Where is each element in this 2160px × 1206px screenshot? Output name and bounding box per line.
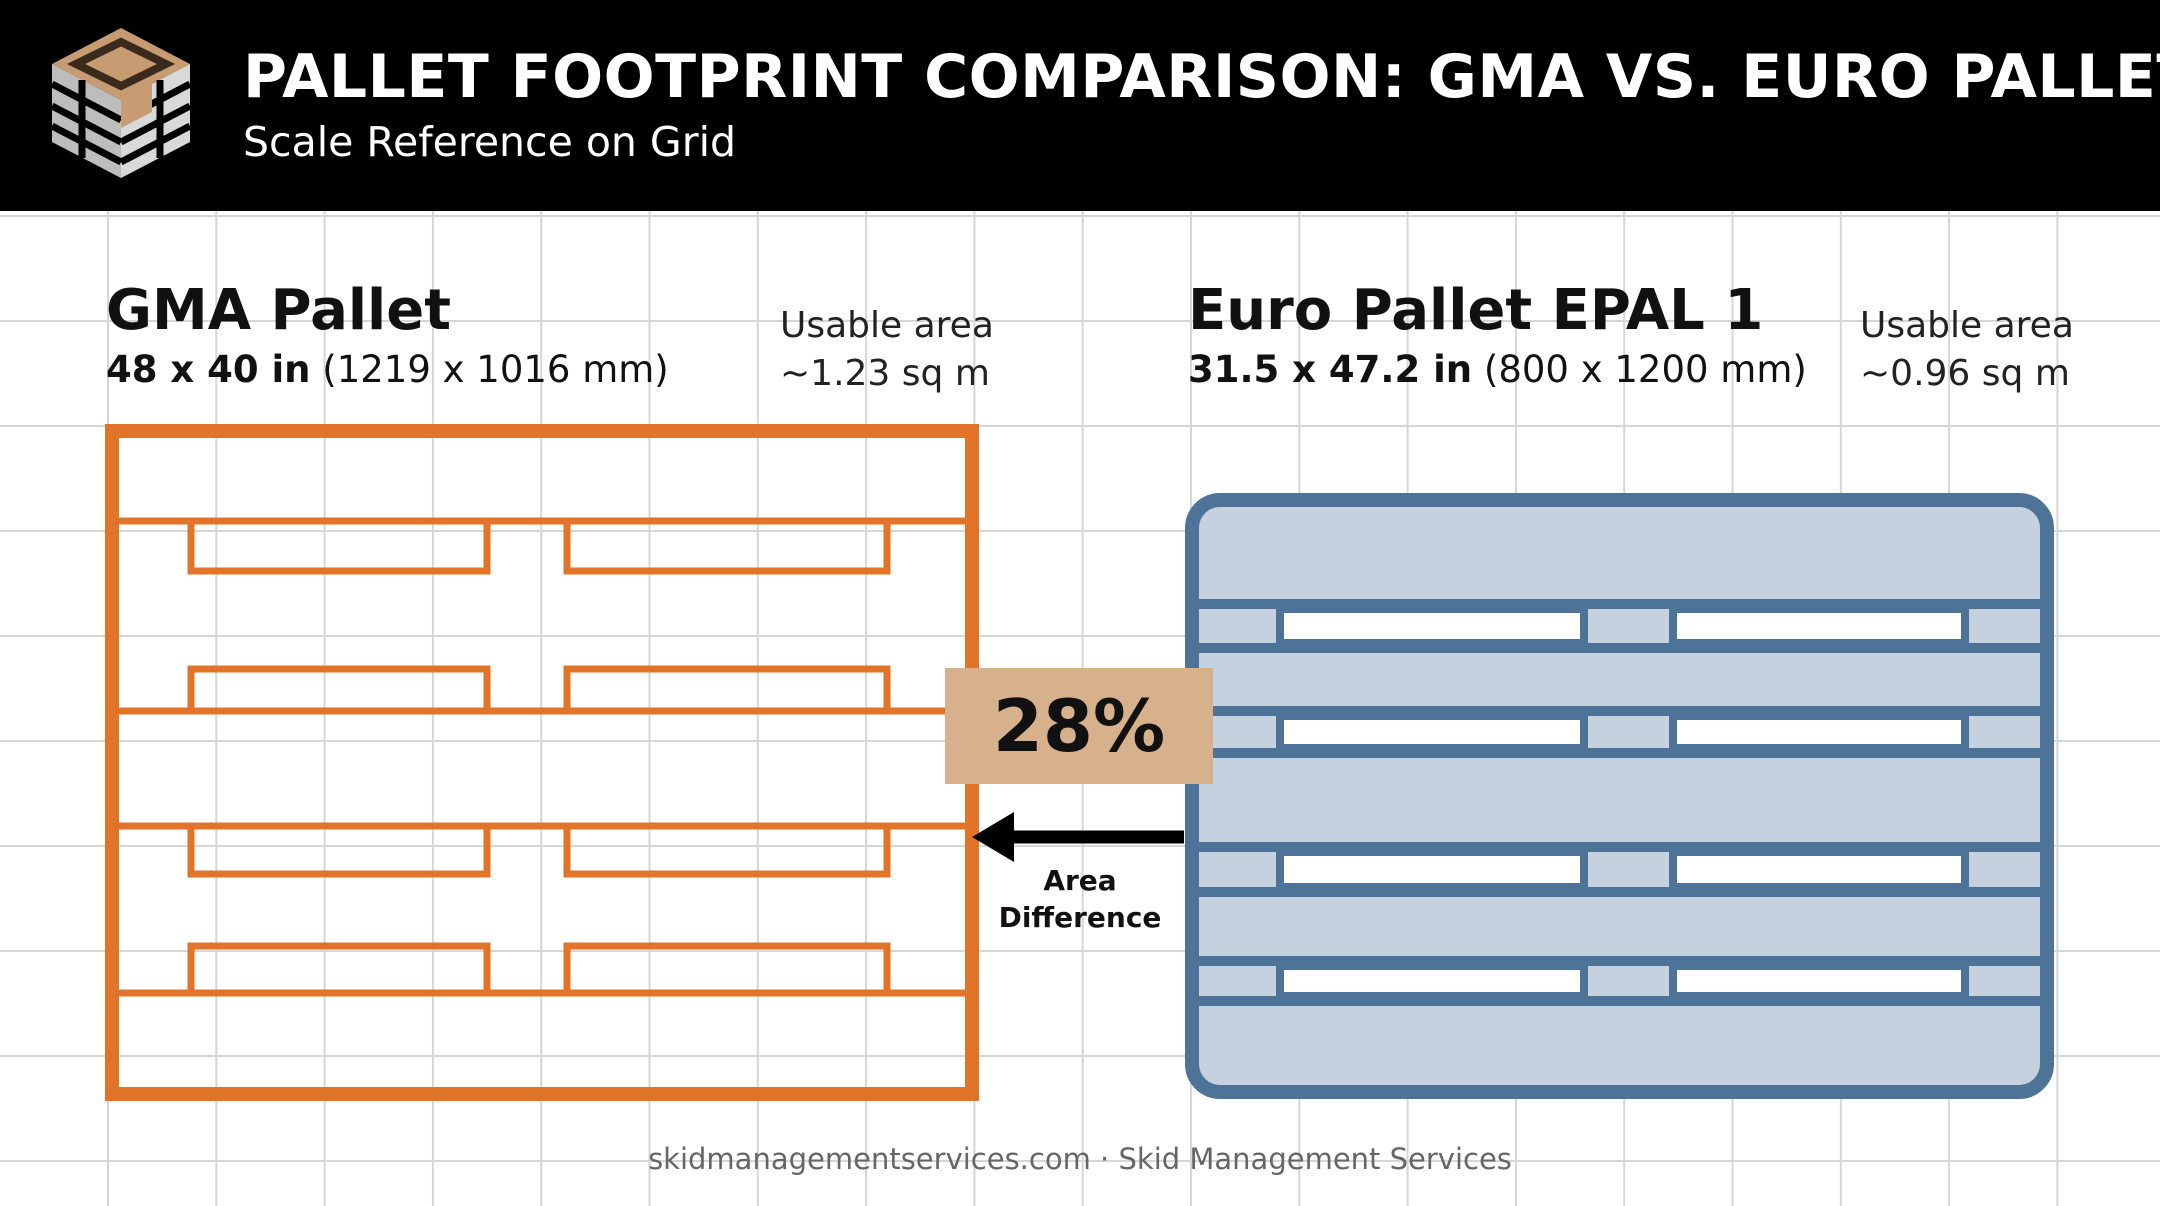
gma-dims-metric: (1219 x 1016 mm) <box>310 348 669 391</box>
euro-board-7 <box>1199 956 2040 966</box>
footer-credit: skidmanagementservices.com · Skid Manage… <box>648 1142 1512 1176</box>
page-title: PALLET FOOTPRINT COMPARISON: GMA VS. EUR… <box>243 42 2160 112</box>
gma-slot-3b <box>563 822 891 878</box>
euro-dims-metric: (800 x 1200 mm) <box>1472 348 1807 391</box>
arrow-left-icon <box>972 812 1184 862</box>
area-difference-label: Area Difference <box>960 862 1200 936</box>
euro-board-6 <box>1199 887 2040 897</box>
euro-slot-1b <box>1669 605 1969 647</box>
gma-slot-1b <box>563 517 891 575</box>
euro-slot-3a <box>1276 848 1588 891</box>
euro-slot-2b <box>1669 712 1969 752</box>
gma-usable-value: ~1.23 sq m <box>780 353 990 394</box>
euro-pallet-title: Euro Pallet EPAL 1 <box>1188 278 1764 343</box>
euro-board-4 <box>1199 748 2040 758</box>
gma-usable-area: Usable area ~1.23 sq m <box>780 302 994 398</box>
gma-slot-1a <box>187 517 491 575</box>
euro-slot-4a <box>1276 962 1588 1000</box>
gma-slot-3a <box>187 822 491 878</box>
euro-board-2 <box>1199 643 2040 653</box>
area-difference-line1: Area <box>1043 864 1117 897</box>
euro-pallet-diagram <box>1185 493 2054 1099</box>
gma-usable-label: Usable area <box>780 305 994 346</box>
gma-slot-4a <box>187 942 491 997</box>
header-bar: PALLET FOOTPRINT COMPARISON: GMA VS. EUR… <box>0 0 2160 211</box>
percent-badge: 28% <box>945 668 1213 784</box>
euro-slot-4b <box>1669 962 1969 1000</box>
comparison-canvas <box>0 211 2160 1206</box>
euro-board-1 <box>1199 599 2040 609</box>
euro-dims-imperial: 31.5 x 47.2 in <box>1188 348 1473 391</box>
area-difference-line2: Difference <box>998 901 1162 934</box>
gma-slot-2b <box>563 665 891 715</box>
gma-dims-imperial: 48 x 40 in <box>106 348 311 391</box>
pallet-logo-icon <box>50 28 192 178</box>
euro-board-3 <box>1199 706 2040 716</box>
euro-usable-value: ~0.96 sq m <box>1860 353 2070 394</box>
euro-slot-2a <box>1276 712 1588 752</box>
euro-usable-area: Usable area ~0.96 sq m <box>1860 302 2074 398</box>
euro-usable-label: Usable area <box>1860 305 2074 346</box>
euro-pallet-dimensions: 31.5 x 47.2 in (800 x 1200 mm) <box>1188 348 1807 391</box>
gma-slot-4b <box>563 942 891 997</box>
gma-slot-2a <box>187 665 491 715</box>
euro-board-5 <box>1199 842 2040 852</box>
euro-slot-1a <box>1276 605 1588 647</box>
gma-pallet-dimensions: 48 x 40 in (1219 x 1016 mm) <box>106 348 669 391</box>
page-subtitle: Scale Reference on Grid <box>243 118 736 166</box>
euro-slot-3b <box>1669 848 1969 891</box>
euro-board-8 <box>1199 996 2040 1006</box>
percent-value: 28% <box>992 684 1166 768</box>
gma-pallet-title: GMA Pallet <box>106 278 451 343</box>
